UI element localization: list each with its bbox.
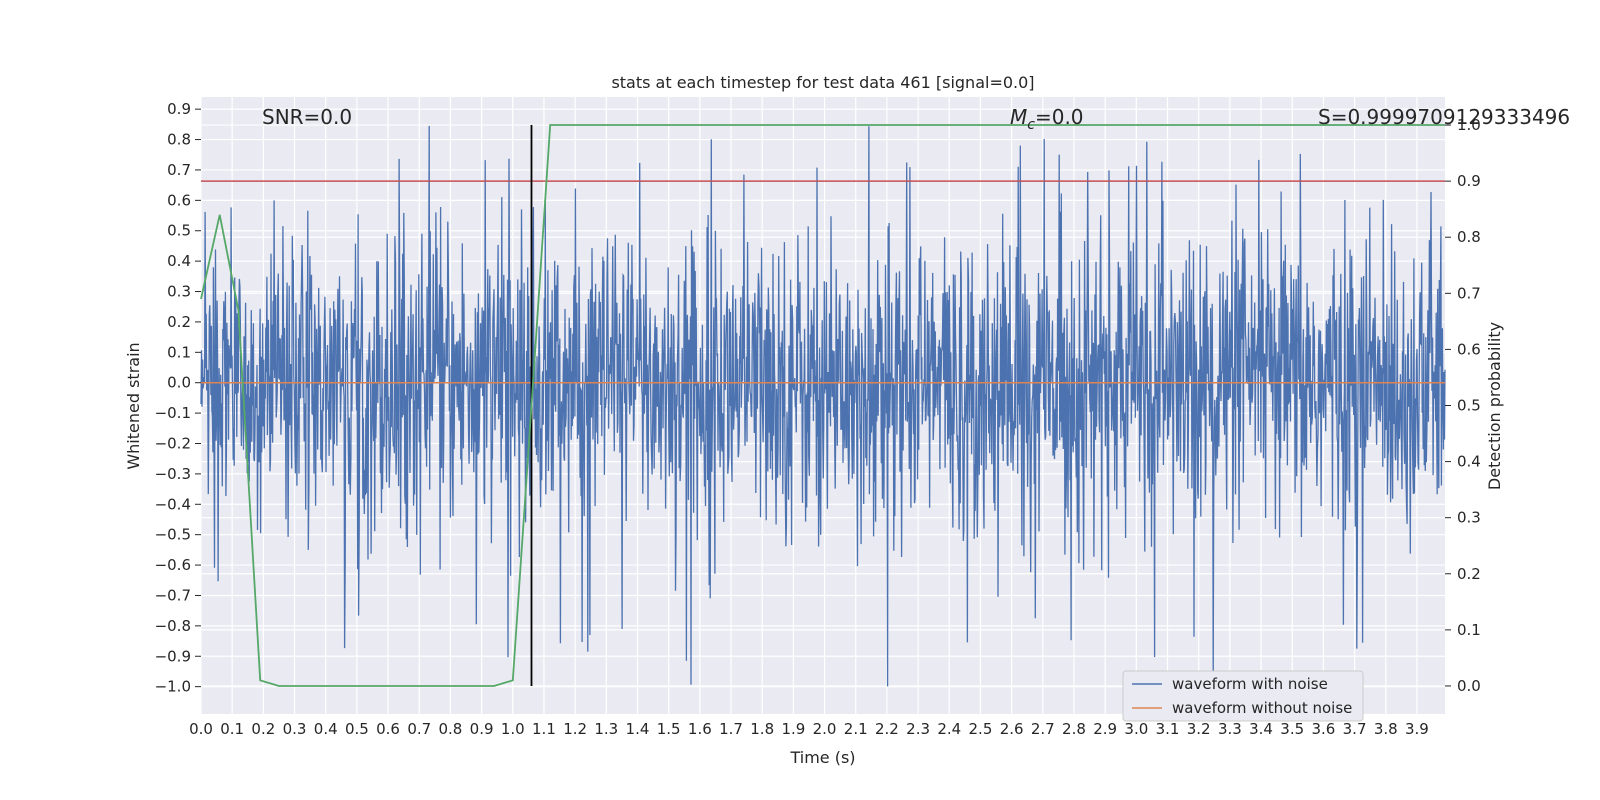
x-tick-label: 3.8	[1374, 720, 1398, 738]
y-tick-label-right: 0.7	[1457, 284, 1481, 302]
y-tick-label-left: −0.2	[155, 434, 191, 452]
x-tick-label: 0.8	[438, 720, 462, 738]
x-tick-label: 2.7	[1031, 720, 1055, 738]
chart-title: stats at each timestep for test data 461…	[611, 73, 1034, 92]
x-tick-label: 2.6	[1000, 720, 1024, 738]
y-axis-right-label: Detection probability	[1485, 322, 1504, 490]
x-tick-label: 1.7	[719, 720, 743, 738]
x-tick-label: 3.2	[1187, 720, 1211, 738]
chirp-mass-symbol: M	[1010, 105, 1027, 129]
x-tick-label: 0.6	[376, 720, 400, 738]
x-tick-label: 3.7	[1343, 720, 1367, 738]
x-tick-label: 1.9	[781, 720, 805, 738]
legend-label-with-noise: waveform with noise	[1172, 675, 1328, 693]
y-tick-label-left: 0.0	[167, 374, 191, 392]
x-tick-label: 2.0	[813, 720, 837, 738]
x-tick-label: 1.8	[750, 720, 774, 738]
x-tick-label: 0.7	[407, 720, 431, 738]
chirp-mass-value: =0.0	[1035, 105, 1084, 129]
y-tick-label-right: 0.5	[1457, 397, 1481, 415]
y-tick-label-left: −1.0	[155, 678, 191, 696]
y-tick-label-left: 0.5	[167, 222, 191, 240]
legend: waveform with noise waveform without noi…	[1122, 670, 1364, 722]
y-tick-label-right: 0.9	[1457, 172, 1481, 190]
x-tick-label: 0.0	[189, 720, 213, 738]
x-tick-label: 1.1	[532, 720, 556, 738]
y-axis-right-ticks: 1.0 0.9 0.8 0.7 0.6 0.5 0.4 0.3 0.2 0.1 0.0	[1445, 116, 1481, 695]
x-axis-ticks: 0.0 0.1 0.2 0.3 0.4 0.5 0.6 0.7 0.8 0.9 1.0 1.1 1.2 1…	[189, 720, 1429, 738]
x-tick-label: 0.9	[470, 720, 494, 738]
x-tick-label: 3.1	[1156, 720, 1180, 738]
snr-annotation: SNR=0.0	[262, 105, 352, 129]
x-tick-label: 0.5	[345, 720, 369, 738]
x-tick-label: 1.2	[563, 720, 587, 738]
y-tick-label-right: 0.0	[1457, 677, 1481, 695]
legend-box	[1122, 670, 1364, 722]
y-tick-label-left: −0.3	[155, 465, 191, 483]
y-tick-label-left: −0.6	[155, 556, 191, 574]
x-tick-label: 0.1	[220, 720, 244, 738]
y-tick-label-left: 0.2	[167, 313, 191, 331]
series-detection-probability	[200, 124, 1445, 687]
x-tick-label: 3.3	[1218, 720, 1242, 738]
x-tick-label: 0.2	[251, 720, 275, 738]
y-tick-label-left: −0.1	[155, 404, 191, 422]
x-tick-label: 0.3	[283, 720, 307, 738]
y-tick-label-left: −0.4	[155, 495, 191, 513]
y-tick-label-left: 0.8	[167, 131, 191, 149]
y-tick-label-left: 0.7	[167, 161, 191, 179]
x-tick-label: 0.4	[314, 720, 338, 738]
x-tick-label: 3.4	[1249, 720, 1273, 738]
y-tick-label-right: 0.8	[1457, 228, 1481, 246]
y-tick-label-left: −0.8	[155, 617, 191, 635]
grid	[200, 97, 1445, 714]
y-axis-left-ticks: 0.9 0.8 0.7 0.6 0.5 0.4 0.3 0.2 0.1 0.0 −0.1 −0.2 −0…	[155, 100, 201, 696]
y-tick-label-right: 1.0	[1457, 116, 1481, 134]
x-tick-label: 2.1	[844, 720, 868, 738]
y-tick-label-left: 0.6	[167, 191, 191, 209]
x-tick-label: 3.9	[1405, 720, 1429, 738]
x-axis-label: Time (s)	[789, 748, 855, 767]
chirp-mass-subscript: c	[1027, 117, 1035, 133]
y-tick-label-left: 0.1	[167, 343, 191, 361]
y-tick-label-right: 0.4	[1457, 453, 1481, 471]
legend-label-without-noise: waveform without noise	[1172, 699, 1352, 717]
y-tick-label-right: 0.6	[1457, 340, 1481, 358]
x-tick-label: 3.5	[1280, 720, 1304, 738]
y-tick-label-left: −0.9	[155, 647, 191, 665]
x-tick-label: 1.6	[688, 720, 712, 738]
chirp-mass-annotation: Mc=0.0	[1010, 105, 1084, 133]
y-tick-label-left: −0.5	[155, 526, 191, 544]
x-tick-label: 1.4	[626, 720, 650, 738]
score-annotation: S=0.9999709129333496	[1318, 105, 1570, 129]
x-tick-label: 2.8	[1062, 720, 1086, 738]
x-tick-label: 2.2	[875, 720, 899, 738]
y-tick-label-left: 0.4	[167, 252, 191, 270]
x-tick-label: 1.0	[501, 720, 525, 738]
x-tick-label: 1.5	[657, 720, 681, 738]
x-tick-label: 2.5	[969, 720, 993, 738]
y-tick-label-left: 0.3	[167, 283, 191, 301]
y-axis-left-label: Whitened strain	[124, 342, 143, 469]
x-tick-label: 2.3	[906, 720, 930, 738]
y-tick-label-left: −0.7	[155, 586, 191, 604]
detection-probability-line	[200, 124, 1445, 687]
x-tick-label: 2.4	[937, 720, 961, 738]
y-tick-label-left: 0.9	[167, 100, 191, 118]
x-tick-label: 3.0	[1124, 720, 1148, 738]
x-tick-label: 1.3	[594, 720, 618, 738]
x-tick-label: 2.9	[1093, 720, 1117, 738]
y-tick-label-right: 0.2	[1457, 565, 1481, 583]
x-tick-label: 3.6	[1311, 720, 1335, 738]
y-tick-label-right: 0.3	[1457, 509, 1481, 527]
y-tick-label-right: 0.1	[1457, 621, 1481, 639]
